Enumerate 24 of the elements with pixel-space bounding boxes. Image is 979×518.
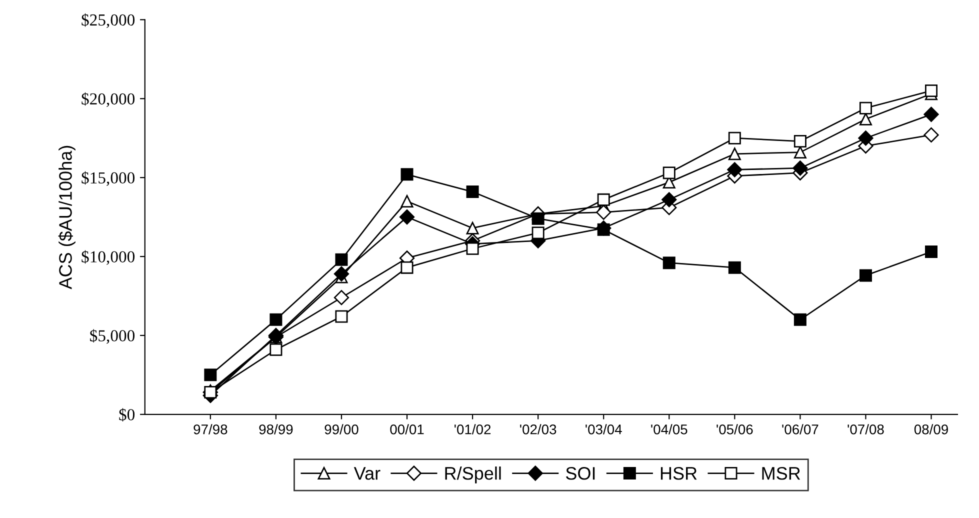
legend-label: MSR	[762, 466, 800, 480]
x-tick-label: '03/04	[586, 424, 622, 434]
y-axis-title: ACS ($AU/100ha)	[58, 146, 76, 290]
y-tick-label: $0	[119, 408, 135, 422]
x-tick-label: '06/07	[782, 424, 818, 434]
x-tick-label: '02/03	[520, 424, 556, 434]
x-tick-label: 08/09	[914, 424, 948, 434]
y-tick-label: $25,000	[82, 13, 135, 28]
x-tick-label: 99/00	[324, 424, 358, 434]
legend-label: SOI	[566, 466, 595, 480]
x-tick-label: 98/99	[259, 424, 293, 434]
x-tick-label: '04/05	[651, 424, 688, 434]
legend-label: Var	[354, 467, 380, 480]
y-tick-label: $15,000	[82, 171, 135, 186]
x-tick-label: '01/02	[454, 424, 491, 434]
y-tick-label: $20,000	[82, 92, 135, 107]
x-tick-label: 00/01	[390, 424, 424, 434]
legend-label: HSR	[660, 466, 697, 480]
x-tick-label: '07/08	[848, 424, 884, 434]
legend-label: R/Spell	[445, 466, 501, 484]
x-tick-label: '05/06	[716, 424, 753, 434]
y-tick-label: $5,000	[90, 329, 135, 344]
y-tick-label: $10,000	[82, 250, 135, 265]
x-tick-label: 97/98	[194, 424, 228, 434]
